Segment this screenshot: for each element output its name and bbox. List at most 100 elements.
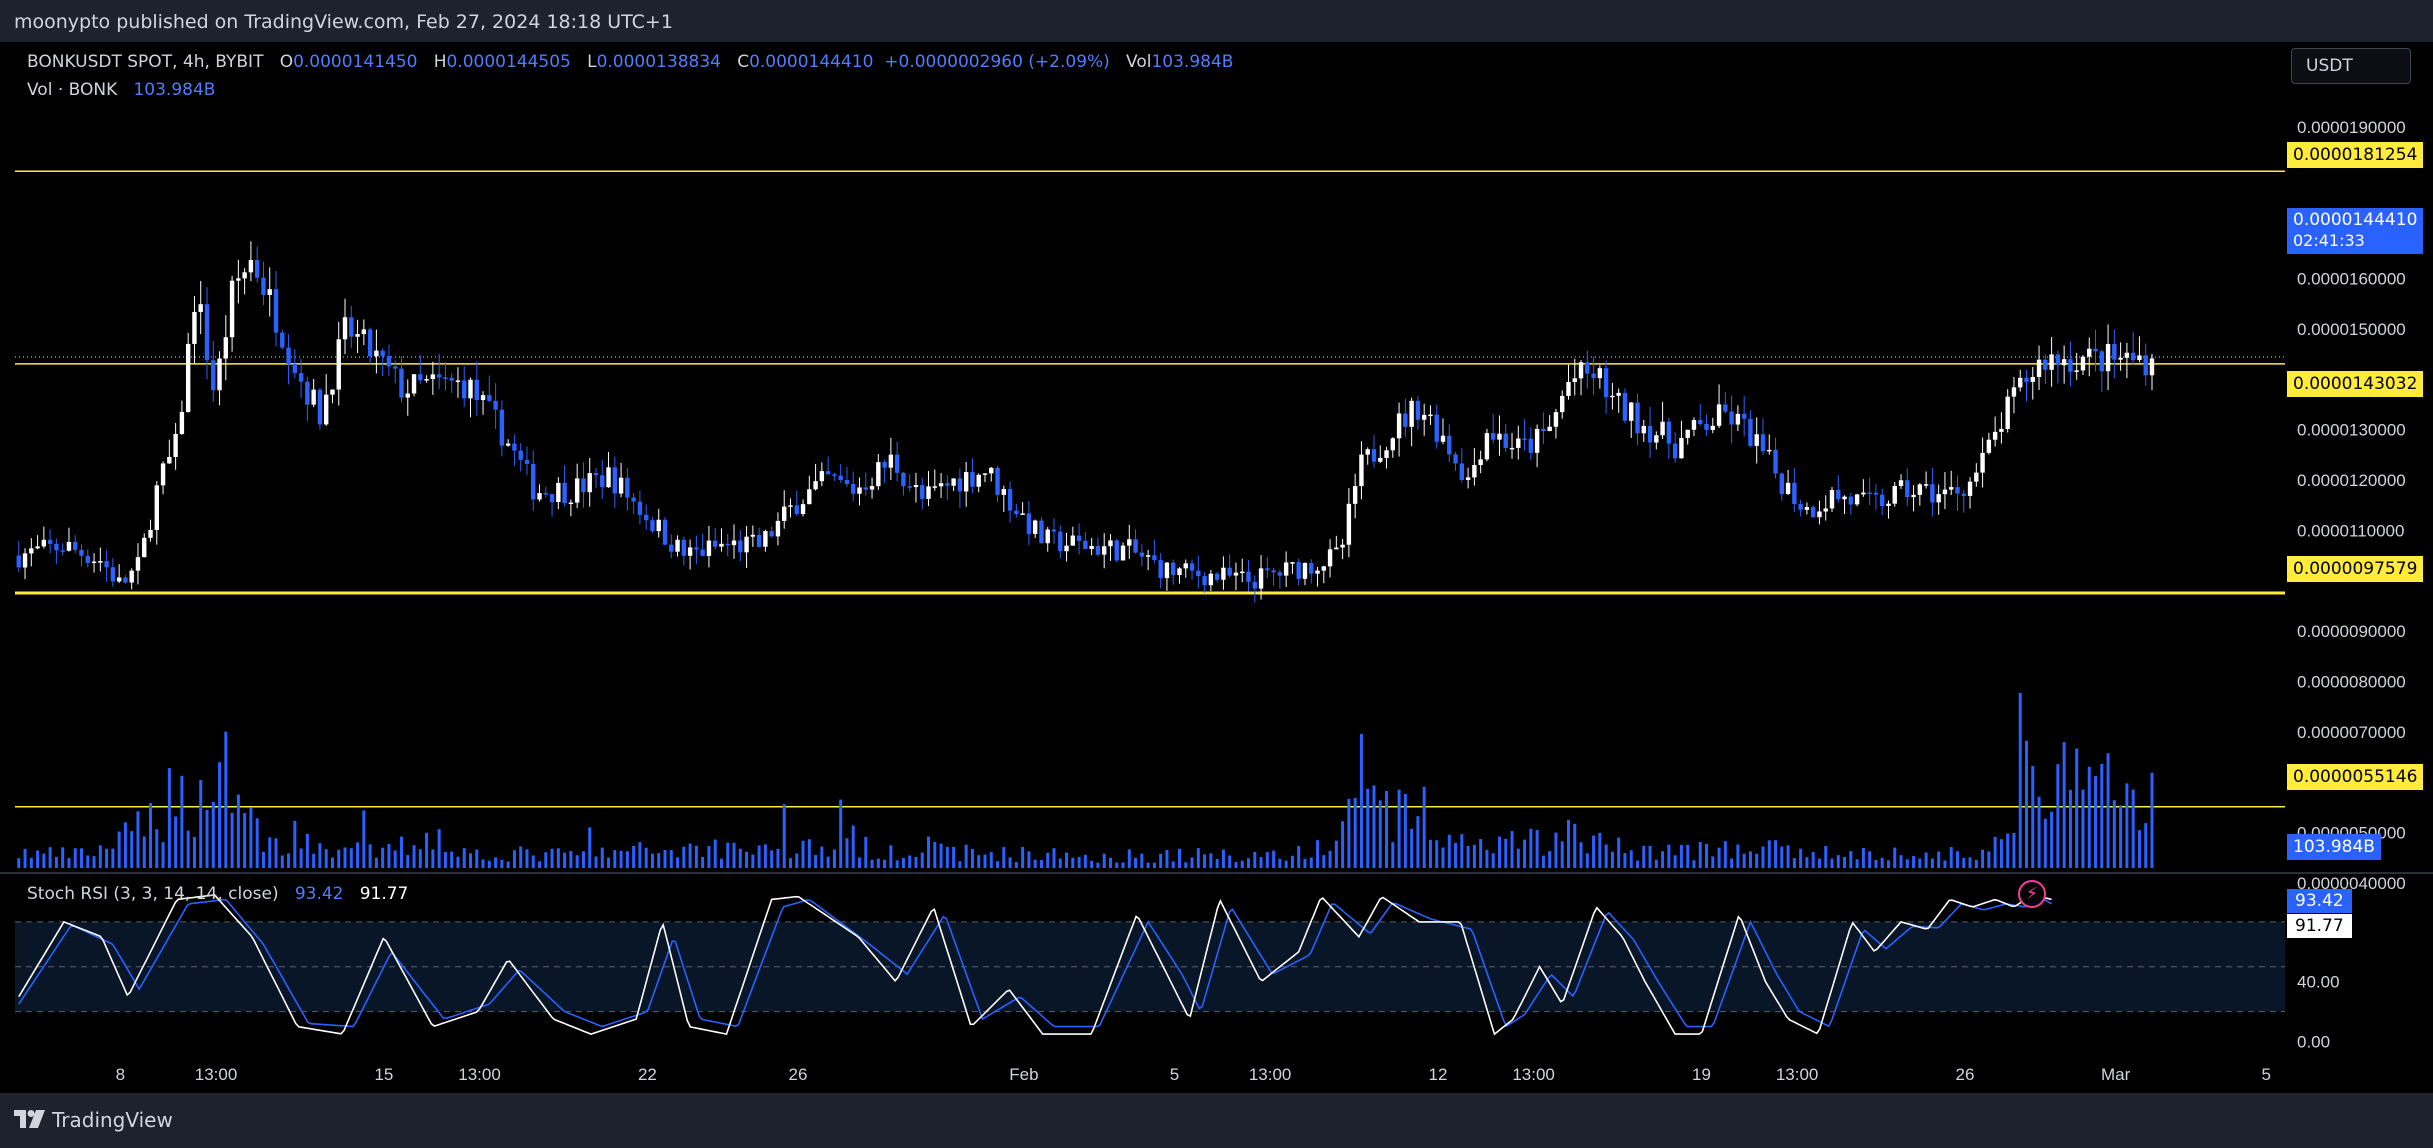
volume-bar (1203, 854, 1207, 868)
symbol-name[interactable]: BONKUSDT SPOT, 4h, BYBIT (27, 52, 264, 72)
volume-bar (180, 775, 184, 868)
hline-tag-143032[interactable]: 0.0000143032 (2287, 371, 2424, 397)
volume-bar (1071, 857, 1075, 868)
candle-body (863, 487, 868, 490)
candle-body (819, 471, 825, 482)
publish-header: moonypto published on TradingView.com, F… (0, 0, 2433, 42)
hline-tag-097579[interactable]: 0.0000097579 (2287, 556, 2424, 582)
volume-bar (1686, 844, 1690, 868)
candle-body (1108, 540, 1113, 547)
candle-body (1032, 520, 1038, 534)
volume-legend-label[interactable]: Vol · BONK (27, 80, 118, 100)
time-axis-label: 12 (1429, 1065, 1448, 1084)
time-axis-label: 26 (789, 1065, 808, 1084)
candle-body (2055, 354, 2061, 366)
candle-body (669, 544, 674, 552)
candle-body (399, 368, 404, 398)
volume-bar (1642, 845, 1646, 868)
volume-bar (1121, 862, 1125, 868)
volume-bar (694, 845, 698, 868)
candle-body (192, 311, 197, 344)
candle-body (1290, 562, 1295, 564)
volume-bar (1190, 857, 1194, 868)
tradingview-brand[interactable]: TradingView (52, 1108, 173, 1132)
candle-body (2124, 352, 2130, 358)
candle-body (869, 486, 875, 490)
volume-bar (418, 849, 422, 868)
candle-body (1861, 492, 1866, 495)
volume-bar (958, 861, 962, 868)
lightning-bolt-icon[interactable]: ⚡ (2018, 880, 2046, 908)
candle-body (656, 519, 661, 532)
volume-bar (1855, 859, 1859, 868)
candle-body (995, 467, 1000, 495)
candle-body (1045, 529, 1050, 544)
volume-tag: 103.984B (2287, 834, 2381, 860)
candle-body (963, 472, 969, 492)
candle-body (1227, 567, 1232, 576)
candle-body (1164, 562, 1170, 579)
candle-body (631, 497, 636, 502)
volume-bar (2150, 772, 2154, 868)
volume-bar (324, 849, 328, 868)
volume-bar (538, 861, 542, 868)
candle-body (2137, 355, 2142, 360)
stoch-rsi-label[interactable]: Stoch RSI (3, 3, 14, 14, close) (27, 884, 279, 904)
candle-body (380, 350, 385, 357)
candle-body (1378, 457, 1383, 462)
tradingview-logo-icon[interactable] (14, 1110, 46, 1128)
candle-body (116, 577, 122, 582)
currency-button[interactable]: USDT (2291, 48, 2411, 84)
volume-bar (236, 794, 240, 868)
volume-bar (462, 848, 466, 868)
candle-body (1127, 539, 1132, 546)
candle-body (763, 531, 768, 547)
candle-body (1547, 426, 1552, 432)
volume-bar (1090, 860, 1094, 868)
volume-bar (1774, 840, 1778, 868)
volume-bar (343, 847, 347, 868)
volume-bar (1843, 857, 1847, 868)
time-axis-label: 15 (374, 1065, 393, 1084)
volume-bar (92, 856, 96, 868)
volume-bar (952, 846, 956, 868)
candle-body (1823, 508, 1828, 512)
candle-body (1214, 573, 1220, 580)
candle-body (204, 304, 210, 361)
candle-body (637, 501, 643, 515)
volume-bar (2031, 765, 2035, 868)
candle-body (1459, 463, 1465, 480)
volume-bar (312, 853, 316, 868)
volume-bar (149, 803, 153, 868)
hline-tag-181254[interactable]: 0.0000181254 (2287, 142, 2424, 168)
candle-body (1051, 529, 1057, 532)
rsi-tick-label: 0.00 (2297, 1033, 2330, 1052)
volume-bar (1479, 839, 1483, 868)
volume-bar (1692, 860, 1696, 868)
chart-canvas[interactable]: 0.00001900000.00001700000.00001600000.00… (0, 42, 2433, 1093)
volume-bar (1027, 851, 1031, 868)
candle-body (1930, 484, 1935, 503)
chart-area[interactable]: 0.00001900000.00001700000.00001600000.00… (0, 42, 2433, 1093)
candle-body (951, 478, 956, 486)
volume-bar (1209, 853, 1213, 868)
candle-body (675, 539, 680, 552)
volume-bar (832, 849, 836, 868)
volume-bar (732, 842, 736, 868)
candle-body (2093, 348, 2098, 352)
volume-bar (669, 850, 673, 868)
volume-bar (1385, 791, 1389, 868)
candle-body (323, 394, 329, 425)
volume-bar (1523, 839, 1527, 868)
hline-tag-055146[interactable]: 0.0000055146 (2287, 764, 2424, 790)
volume-bar (406, 855, 410, 868)
candle-body (650, 520, 655, 532)
volume-bar (1272, 850, 1276, 868)
volume-bar (600, 847, 604, 868)
candle-body (1196, 570, 1201, 577)
candle-body (531, 463, 536, 500)
candle-body (374, 350, 379, 357)
candle-body (47, 539, 53, 545)
volume-bar (1410, 828, 1414, 868)
volume-bar (1284, 860, 1288, 868)
